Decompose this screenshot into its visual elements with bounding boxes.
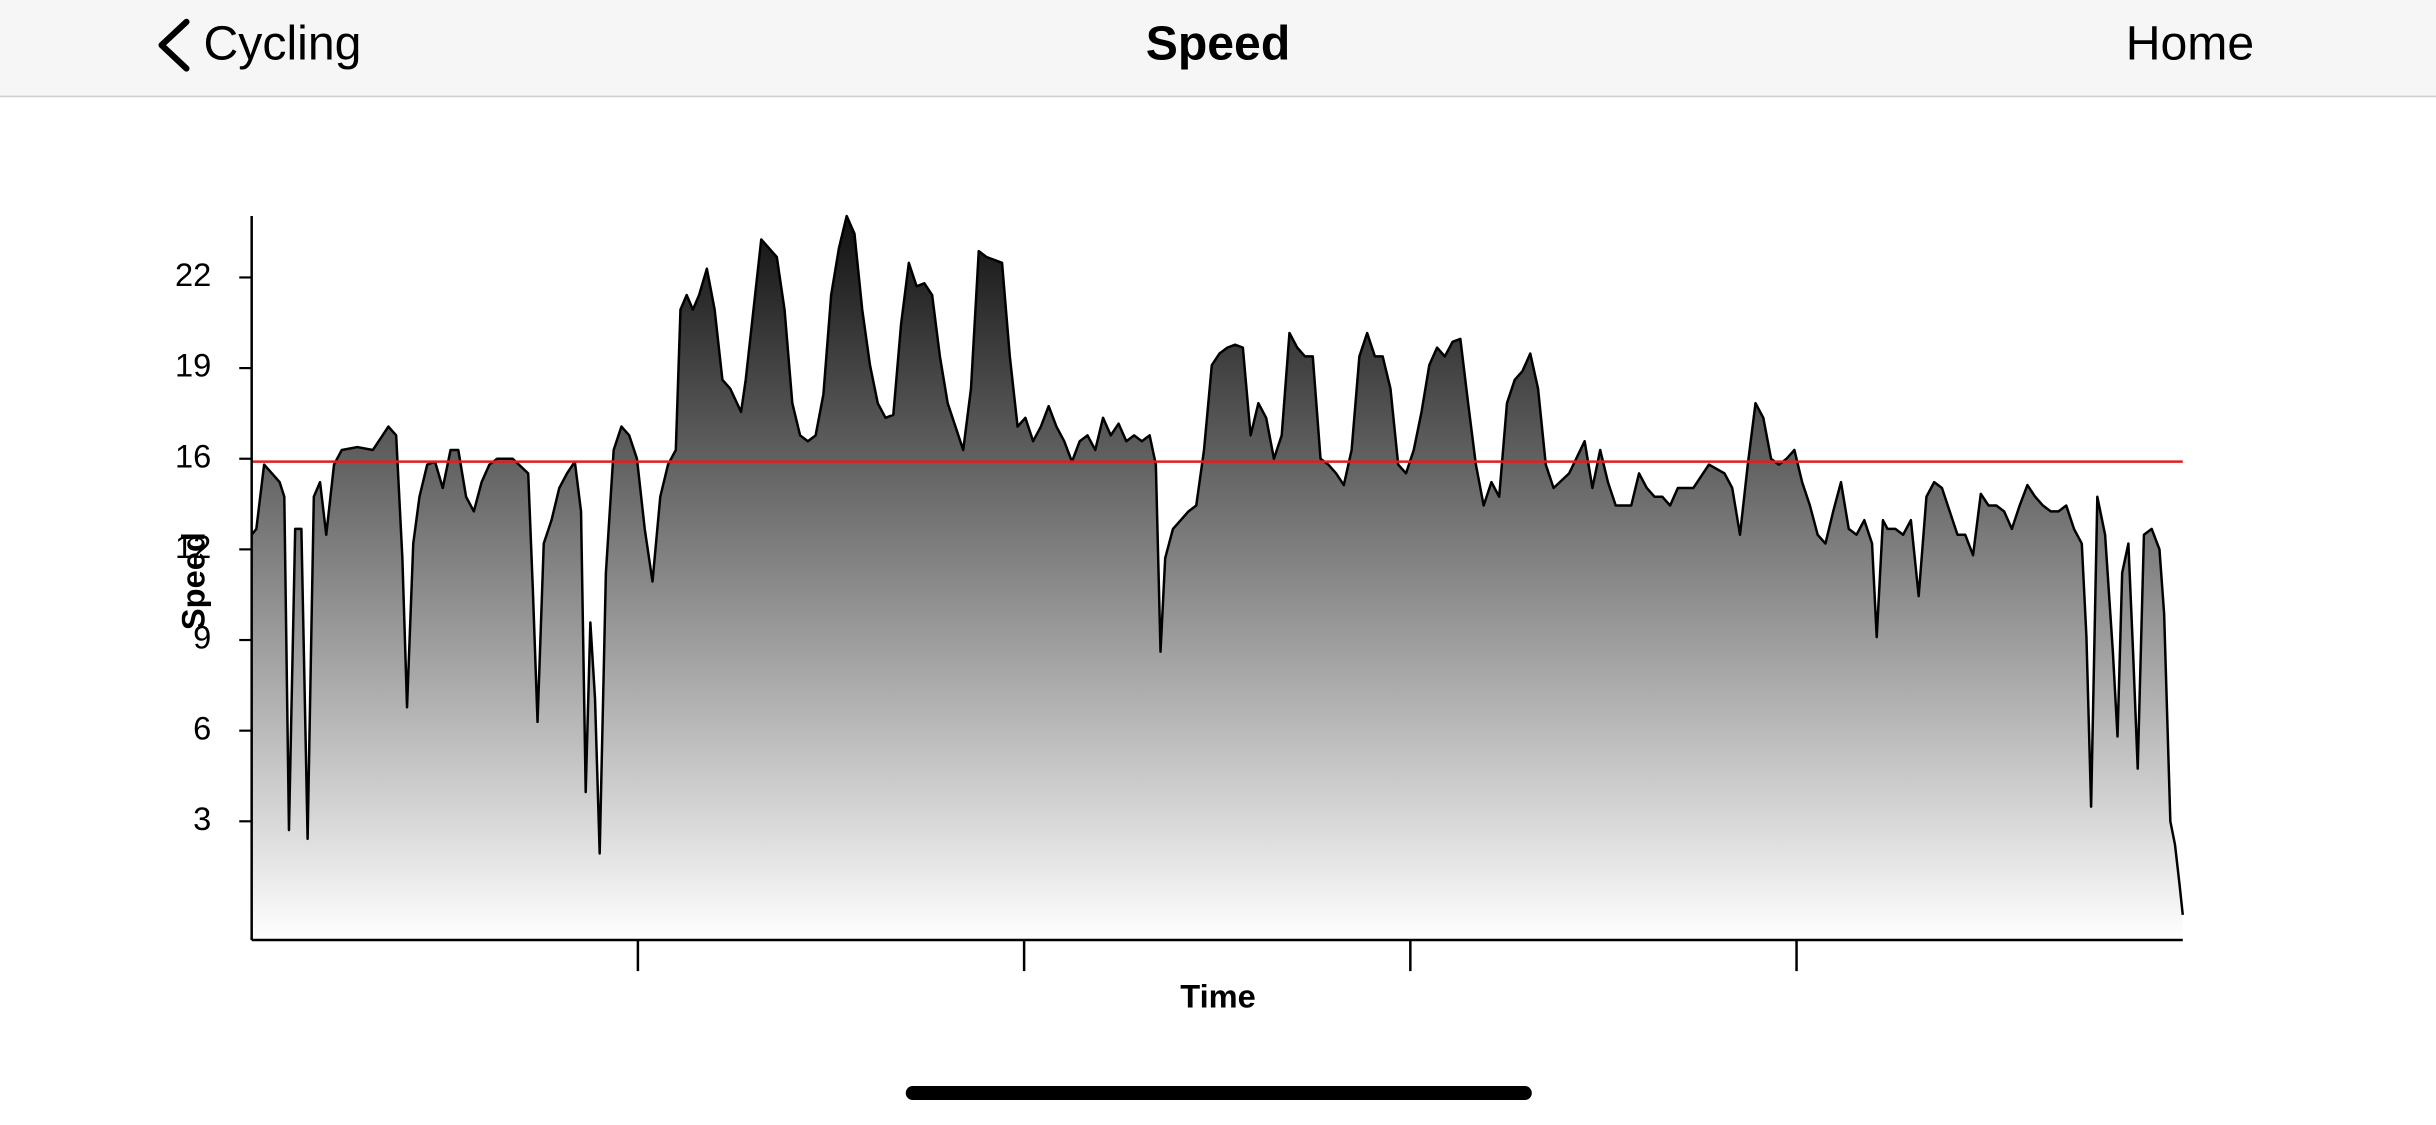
plot: 3 6 9 12 16 19 22 Speed <box>174 214 2185 972</box>
y-axis-label: Speed <box>174 532 211 630</box>
nav-bar <box>0 0 2436 97</box>
nav-title: Speed <box>1146 16 1291 70</box>
y-tick-label: 3 <box>193 800 211 837</box>
y-tick-label: 22 <box>175 256 211 293</box>
y-tick-label: 6 <box>193 709 211 746</box>
y-tick-label: 9 <box>193 619 211 656</box>
y-tick-label: 16 <box>175 437 211 474</box>
home-button[interactable]: Home <box>2126 16 2254 70</box>
back-button[interactable]: Cycling <box>204 16 362 70</box>
y-tick-label: 12 <box>175 528 211 565</box>
speed-line <box>250 214 2185 915</box>
area-fill <box>251 216 2183 941</box>
x-axis-label: Time <box>1180 978 1256 1015</box>
home-indicator <box>905 1086 1532 1101</box>
y-tick-label: 19 <box>175 347 211 384</box>
back-chevron[interactable] <box>158 18 190 72</box>
